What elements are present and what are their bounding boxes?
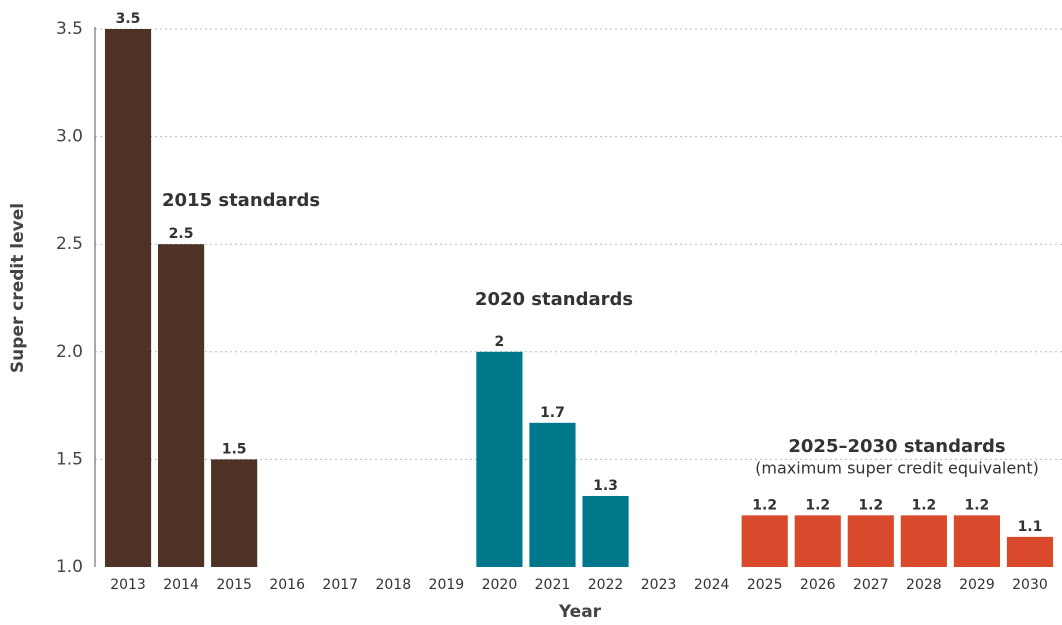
- value-label: 1.2: [858, 497, 883, 513]
- x-tick-label: 2029: [959, 577, 995, 593]
- x-tick-label: 2014: [163, 577, 199, 593]
- y-tick-label: 1.0: [56, 557, 83, 577]
- value-label: 1.5: [222, 441, 247, 457]
- value-label: 1.2: [752, 497, 777, 513]
- bar: [582, 495, 629, 567]
- x-tick-label: 2028: [906, 577, 942, 593]
- x-tick-label: 2021: [535, 577, 571, 593]
- bar: [158, 244, 205, 567]
- y-tick-label: 3.0: [56, 127, 83, 147]
- value-label: 2: [495, 334, 505, 350]
- value-label: 1.7: [540, 405, 565, 421]
- value-label: 1.3: [593, 478, 618, 494]
- bar: [1006, 536, 1054, 567]
- bar: [211, 459, 258, 567]
- x-tick-label: 2016: [269, 577, 305, 593]
- value-label: 2.5: [169, 226, 194, 242]
- y-axis-title: Super credit level: [8, 203, 28, 373]
- x-tick-label: 2015: [216, 577, 252, 593]
- bar: [794, 515, 841, 567]
- bar: [529, 422, 576, 567]
- y-tick-label: 3.5: [56, 19, 83, 39]
- bar: [900, 515, 947, 567]
- value-label: 1.2: [911, 497, 936, 513]
- y-tick-label: 1.5: [56, 449, 83, 469]
- x-tick-label: 2030: [1012, 577, 1048, 593]
- x-tick-label: 2025: [747, 577, 783, 593]
- x-tick-label: 2027: [853, 577, 889, 593]
- x-axis-title: Year: [558, 602, 602, 622]
- x-tick-label: 2017: [322, 577, 358, 593]
- value-label: 3.5: [116, 11, 141, 27]
- y-tick-label: 2.5: [56, 234, 83, 254]
- x-tick-label: 2018: [375, 577, 411, 593]
- x-tick-label: 2023: [641, 577, 677, 593]
- value-label: 1.1: [1018, 519, 1043, 535]
- series-note: (maximum super credit equivalent): [755, 459, 1039, 478]
- x-tick-label: 2020: [482, 577, 518, 593]
- value-label: 1.2: [805, 497, 830, 513]
- x-tick-label: 2013: [110, 577, 146, 593]
- series-label: 2015 standards: [162, 190, 320, 211]
- bar: [104, 29, 152, 567]
- bar: [476, 351, 523, 567]
- bar: [847, 515, 894, 567]
- bar: [953, 515, 1000, 567]
- series-label: 2020 standards: [475, 289, 633, 310]
- x-tick-label: 2022: [588, 577, 624, 593]
- series-label: 2025–2030 standards: [788, 436, 1005, 457]
- y-tick-label: 2.0: [56, 342, 83, 362]
- x-tick-label: 2026: [800, 577, 836, 593]
- bar: [741, 515, 788, 567]
- x-tick-label: 2019: [429, 577, 465, 593]
- x-tick-label: 2024: [694, 577, 730, 593]
- value-label: 1.2: [965, 497, 990, 513]
